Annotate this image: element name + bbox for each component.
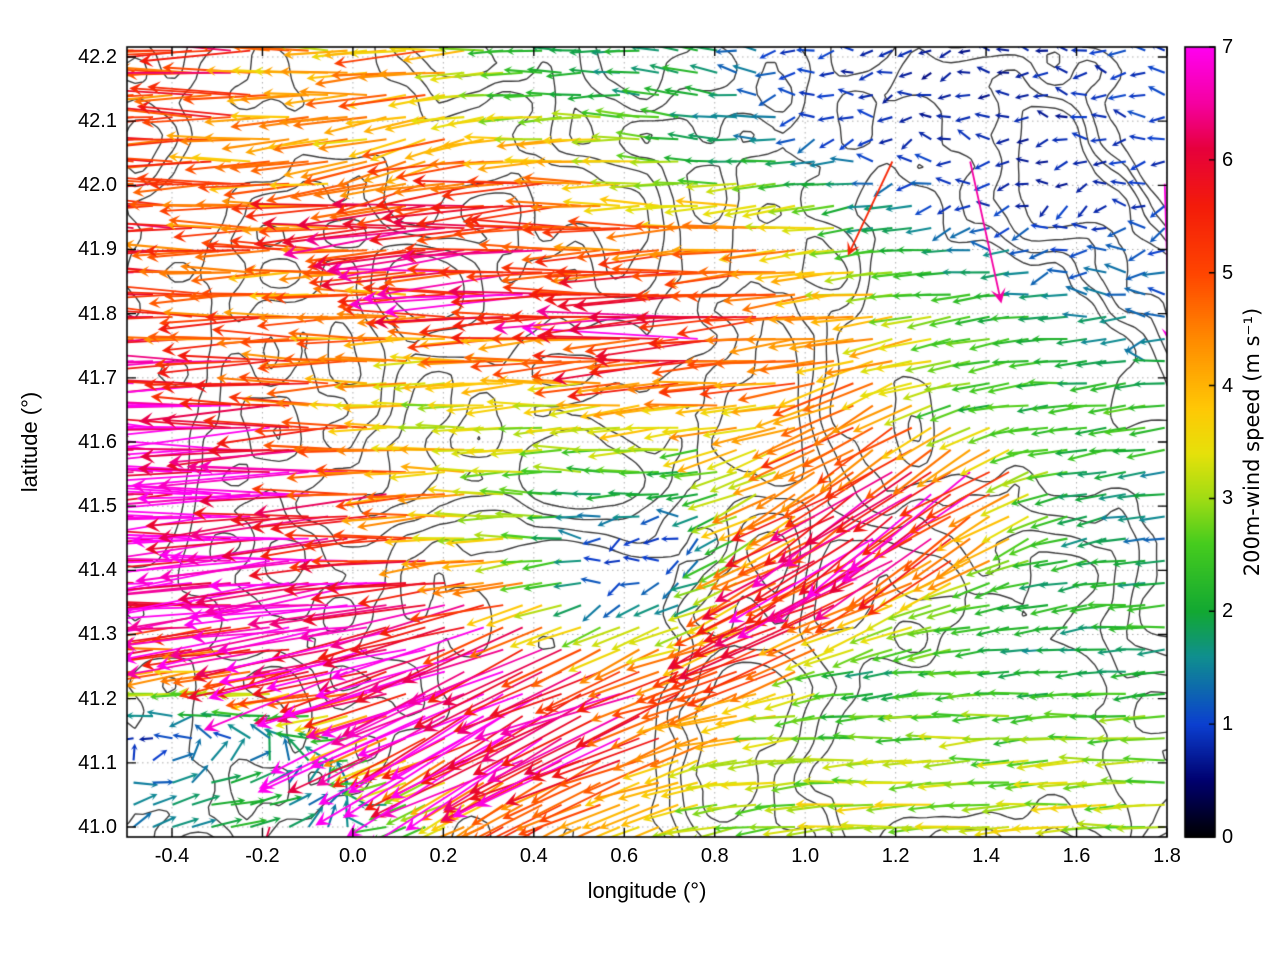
colorbar-tick-label: 0 xyxy=(1222,826,1234,848)
y-tick-label: 41.1 xyxy=(78,751,117,774)
colorbar-tick-label: 1 xyxy=(1222,713,1234,736)
y-tick-label: 41.4 xyxy=(78,559,117,582)
colorbar-tick-label: 3 xyxy=(1222,487,1234,510)
colorbar-tick-label: 4 xyxy=(1222,374,1234,397)
y-axis-label: latitude (°) xyxy=(17,391,42,493)
x-axis-label: longitude (°) xyxy=(587,878,707,903)
y-tick-label: 42.0 xyxy=(78,174,117,197)
y-tick-label: 41.0 xyxy=(78,816,117,838)
x-tick-label: -0.2 xyxy=(245,845,280,867)
y-tick-label: 41.7 xyxy=(78,366,117,389)
x-tick-label: 0.6 xyxy=(610,845,639,867)
y-tick-label: 41.6 xyxy=(78,430,117,453)
x-tick-label: 0.2 xyxy=(429,845,458,867)
y-tick-label: 41.8 xyxy=(78,302,117,325)
colorbar-tick-label: 6 xyxy=(1222,148,1234,171)
x-tick-label: 1.8 xyxy=(1153,845,1181,867)
x-tick-label: 0.8 xyxy=(700,845,729,867)
colorbar-tick-label: 5 xyxy=(1222,261,1234,284)
x-tick-label: 1.4 xyxy=(972,845,1000,867)
x-tick-label: 1.0 xyxy=(791,845,820,867)
y-tick-label: 42.2 xyxy=(78,45,117,68)
y-tick-label: 41.9 xyxy=(78,238,117,261)
colorbar-tick-label: 7 xyxy=(1222,36,1234,58)
y-tick-label: 41.5 xyxy=(78,495,117,518)
x-tick-label: 0.0 xyxy=(339,845,367,867)
x-tick-label: 0.4 xyxy=(519,845,548,867)
y-tick-label: 42.1 xyxy=(78,110,117,133)
x-tick-label: 1.6 xyxy=(1062,845,1091,867)
y-tick-label: 41.2 xyxy=(78,687,117,710)
colorbar-label: 200m-wind speed (m s⁻¹) xyxy=(1240,307,1264,577)
y-tick-label: 41.3 xyxy=(78,623,117,646)
colorbar-tick-label: 2 xyxy=(1222,600,1234,623)
x-tick-label: -0.4 xyxy=(154,845,190,867)
x-tick-label: 1.2 xyxy=(881,845,910,867)
